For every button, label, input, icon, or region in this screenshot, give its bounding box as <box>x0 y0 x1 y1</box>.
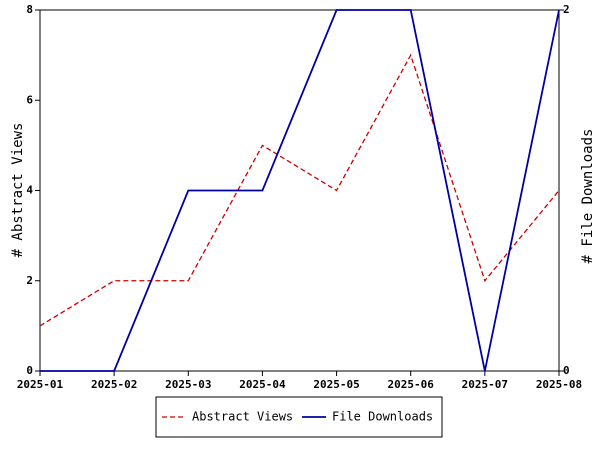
plot-frame <box>39 9 560 372</box>
y2-tick-label: 2 <box>563 3 570 16</box>
x-tick-label: 2025-04 <box>239 378 286 391</box>
legend-label: File Downloads <box>332 410 433 424</box>
x-tick-label: 2025-07 <box>462 378 508 391</box>
x-tick-label: 2025-03 <box>165 378 211 391</box>
x-tick-label: 2025-06 <box>388 378 435 391</box>
series-line <box>39 53 560 327</box>
x-tick-label: 2025-02 <box>91 378 137 391</box>
y-tick-label: 0 <box>26 364 33 377</box>
y2-axis-label: # File Downloads <box>580 129 596 264</box>
y-tick-label: 6 <box>26 93 33 106</box>
legend-label: Abstract Views <box>192 410 293 424</box>
x-tick-label: 2025-08 <box>536 378 582 391</box>
series-line <box>40 9 560 372</box>
y-tick-label: 2 <box>26 274 33 287</box>
x-tick-label: 2025-05 <box>313 378 359 391</box>
legend-box <box>155 396 443 438</box>
y-tick-label: 4 <box>26 184 33 197</box>
y-tick-label: 8 <box>26 3 33 16</box>
x-tick-label: 2025-01 <box>17 378 64 391</box>
y-axis-label: # Abstract Views <box>10 123 26 258</box>
y2-tick-label: 0 <box>563 364 570 377</box>
